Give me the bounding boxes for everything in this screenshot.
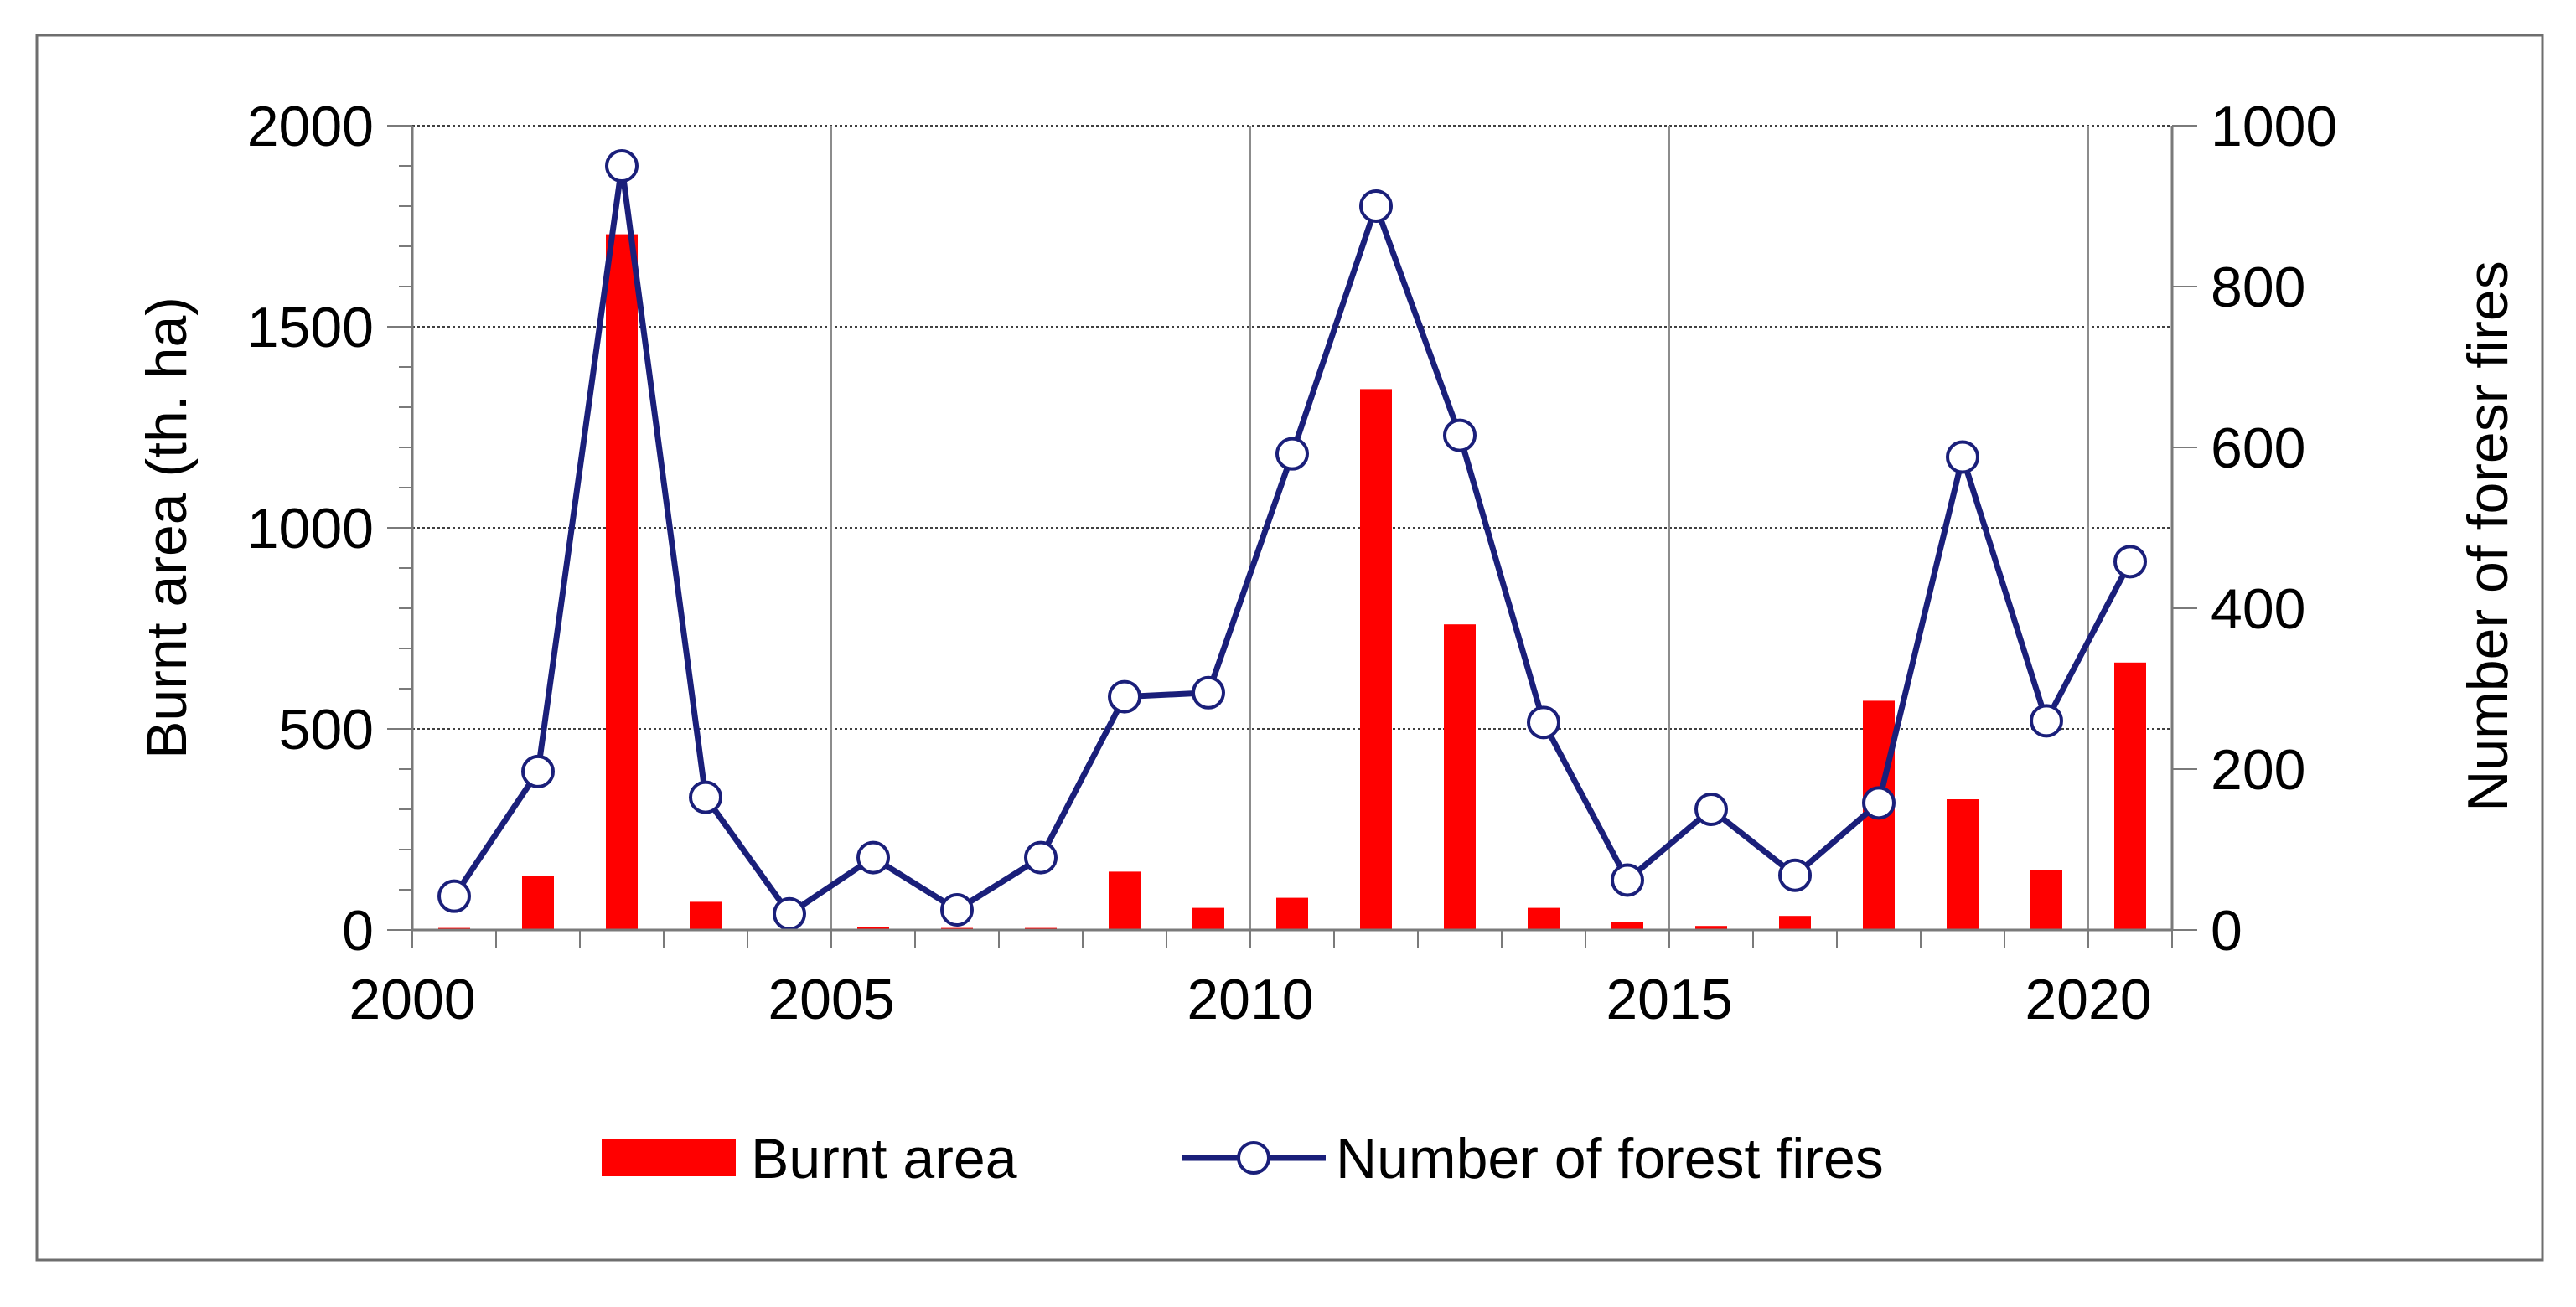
bar-burnt-area bbox=[1192, 907, 1224, 930]
point-forest-fires bbox=[1694, 793, 1728, 826]
y-tick-label: 0 bbox=[342, 899, 374, 963]
y2-tick-label: 200 bbox=[2211, 738, 2305, 802]
bar-burnt-area bbox=[1360, 389, 1392, 930]
point-forest-fires bbox=[1192, 675, 1225, 710]
bar-burnt-area bbox=[606, 234, 638, 931]
point-forest-fires bbox=[773, 896, 806, 931]
x-tick-label: 2015 bbox=[1606, 968, 1732, 1031]
chart-frame bbox=[35, 34, 2544, 1262]
bar-burnt-area bbox=[857, 927, 889, 930]
point-forest-fires bbox=[605, 149, 639, 183]
point-forest-fires bbox=[1862, 786, 1896, 820]
bar-burnt-area bbox=[522, 876, 554, 930]
x-tick-label: 2005 bbox=[768, 968, 894, 1031]
y2-tick-label: 0 bbox=[2211, 899, 2242, 963]
legend-label-burnt-area: Burnt area bbox=[751, 1127, 1017, 1191]
point-forest-fires bbox=[2113, 545, 2147, 579]
point-forest-fires bbox=[940, 893, 974, 927]
forest-fires-line bbox=[437, 149, 2147, 931]
point-forest-fires bbox=[856, 840, 890, 875]
bar-burnt-area bbox=[2114, 662, 2146, 930]
y-tick-label: 1000 bbox=[247, 497, 374, 561]
point-forest-fires bbox=[1946, 440, 1979, 474]
legend: Burnt area Number of forest fires bbox=[602, 1127, 1884, 1191]
axes bbox=[387, 125, 2197, 948]
y2-tick-label: 400 bbox=[2211, 577, 2305, 641]
legend-swatch-burnt-area bbox=[602, 1139, 736, 1176]
bar-burnt-area bbox=[1695, 926, 1727, 930]
point-forest-fires bbox=[1275, 437, 1309, 471]
y-axis-label: Burnt area (th. ha) bbox=[135, 297, 199, 759]
point-forest-fires bbox=[1778, 858, 1812, 892]
bar-burnt-area bbox=[690, 901, 722, 930]
point-forest-fires bbox=[521, 754, 555, 788]
point-forest-fires bbox=[2030, 704, 2063, 738]
point-forest-fires bbox=[1443, 418, 1477, 452]
bar-burnt-area bbox=[1444, 624, 1476, 930]
point-forest-fires bbox=[437, 879, 471, 913]
y2-tick-label: 800 bbox=[2211, 256, 2305, 319]
bar-burnt-area bbox=[1611, 922, 1643, 930]
x-tick-label: 2000 bbox=[349, 968, 475, 1031]
point-forest-fires bbox=[1108, 679, 1141, 714]
point-forest-fires bbox=[689, 780, 722, 814]
bar-burnt-area bbox=[1109, 871, 1141, 930]
legend-swatch-forest-fires-marker bbox=[1237, 1141, 1270, 1175]
legend-label-forest-fires: Number of forest fires bbox=[1336, 1127, 1884, 1191]
bar-burnt-area bbox=[1276, 897, 1308, 930]
point-forest-fires bbox=[1611, 863, 1644, 897]
y-tick-label: 2000 bbox=[247, 95, 374, 158]
y2-tick-label: 600 bbox=[2211, 416, 2305, 480]
point-forest-fires bbox=[1527, 705, 1560, 740]
point-forest-fires bbox=[1024, 840, 1058, 875]
point-forest-fires bbox=[1359, 189, 1393, 223]
bar-burnt-area bbox=[1947, 799, 1979, 930]
grid-lines bbox=[412, 125, 2172, 930]
x-tick-label: 2020 bbox=[2025, 968, 2151, 1031]
bar-burnt-area bbox=[2030, 870, 2062, 930]
y-tick-label: 1500 bbox=[247, 296, 374, 359]
bar-burnt-area bbox=[1779, 916, 1811, 930]
y-tick-label: 500 bbox=[279, 698, 374, 762]
bar-burnt-area bbox=[1528, 907, 1560, 930]
burnt-area-bars bbox=[438, 234, 2146, 931]
y2-axis-label: Number of foresr fires bbox=[2456, 261, 2520, 812]
y2-tick-label: 1000 bbox=[2211, 95, 2337, 158]
x-tick-label: 2010 bbox=[1187, 968, 1313, 1031]
